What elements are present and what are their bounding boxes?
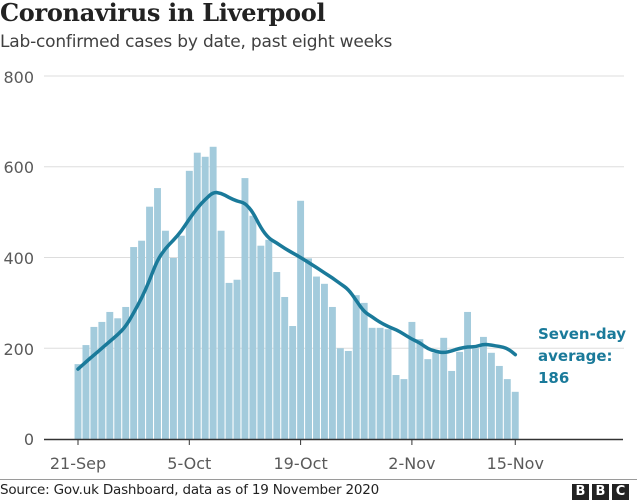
bar: [162, 230, 169, 439]
bar: [273, 272, 281, 439]
bar: [201, 156, 209, 439]
bbc-logo-letter: B: [572, 484, 589, 500]
y-tick-label: 0: [24, 430, 34, 449]
bar: [432, 352, 440, 439]
bar: [440, 337, 448, 439]
y-tick-label: 400: [3, 249, 34, 268]
y-tick-label: 200: [3, 340, 34, 359]
x-tick-label: 19-Oct: [273, 454, 327, 473]
y-tick-label: 800: [3, 68, 34, 87]
bar: [114, 318, 122, 439]
bar: [289, 326, 297, 439]
chart: 0 200 400 600 800 21-Sep 5-Oct 19-Oct 2-…: [3, 68, 626, 473]
bar-series: [74, 146, 519, 440]
bar: [400, 379, 408, 439]
bar: [209, 146, 217, 439]
bar: [138, 240, 146, 439]
bar: [328, 306, 336, 439]
annotation-value: 186: [538, 369, 569, 387]
bar: [233, 279, 241, 439]
bar: [384, 329, 392, 439]
chart-title: Coronavirus in Liverpool: [0, 0, 326, 27]
bar: [185, 170, 193, 439]
bar: [122, 306, 130, 439]
bar: [90, 326, 98, 439]
bar: [360, 302, 368, 440]
source-note: Source: Gov.uk Dashboard, data as of 19 …: [0, 482, 379, 498]
bar: [503, 379, 511, 439]
bar: [464, 311, 471, 439]
bar: [495, 365, 503, 439]
bar: [130, 247, 138, 439]
bar: [146, 206, 153, 439]
bar: [456, 351, 464, 439]
bar: [106, 311, 114, 439]
bar: [154, 188, 161, 439]
x-axis: [44, 438, 623, 445]
bar: [177, 235, 185, 439]
bar: [352, 295, 360, 439]
chart-subtitle: Lab-confirmed cases by date, past eight …: [0, 32, 393, 52]
y-axis-labels: 0 200 400 600 800: [3, 68, 34, 449]
bar: [249, 215, 257, 439]
y-tick-label: 600: [3, 158, 34, 177]
bar: [376, 327, 384, 439]
bar: [74, 364, 82, 439]
average-annotation: Seven-day average: 186: [538, 325, 626, 387]
bbc-logo: B B C: [572, 484, 629, 500]
bar: [368, 327, 376, 439]
bar: [511, 391, 519, 439]
bar: [281, 296, 289, 439]
annotation-line: average:: [538, 347, 613, 365]
bar: [193, 152, 201, 439]
footer-divider: [0, 479, 637, 480]
bar: [472, 348, 479, 439]
bar: [305, 258, 312, 439]
bar: [424, 359, 432, 439]
annotation-line: Seven-day: [538, 325, 626, 343]
bar: [416, 339, 424, 439]
seven-day-average-line: [76, 190, 518, 371]
bar: [480, 336, 487, 439]
bar: [82, 345, 90, 439]
bar: [344, 350, 352, 439]
bar: [392, 375, 400, 439]
x-tick-label: 15-Nov: [487, 454, 544, 473]
bbc-logo-letter: C: [612, 484, 629, 500]
bar: [241, 178, 249, 439]
bar: [98, 321, 106, 439]
bar: [217, 230, 225, 439]
bar: [448, 370, 456, 439]
x-tick-label: 5-Oct: [167, 454, 211, 473]
bar: [225, 282, 233, 439]
bar: [257, 245, 265, 439]
bar: [265, 239, 273, 439]
bbc-logo-letter: B: [592, 484, 609, 500]
bar: [297, 200, 305, 439]
bar: [336, 348, 344, 439]
x-tick-label: 2-Nov: [388, 454, 435, 473]
bar: [169, 257, 177, 439]
bar: [321, 283, 328, 439]
x-tick-label: 21-Sep: [50, 454, 106, 473]
bar: [313, 276, 320, 439]
bar: [487, 352, 495, 439]
x-axis-labels: 21-Sep 5-Oct 19-Oct 2-Nov 15-Nov: [50, 454, 544, 473]
bar: [408, 321, 416, 439]
